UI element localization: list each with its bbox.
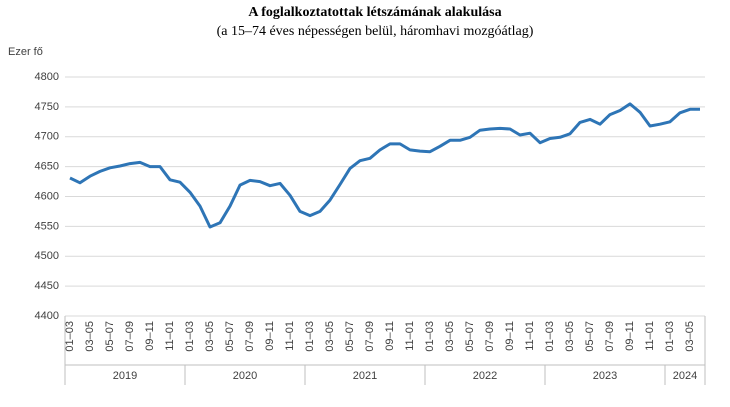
- x-tick-label: 11–01: [164, 321, 176, 351]
- y-tick-label: 4600: [35, 190, 59, 202]
- x-tick-label: 07–09: [364, 321, 376, 352]
- y-tick-label: 4700: [35, 131, 59, 143]
- x-tick-label: 05–07: [584, 321, 596, 352]
- x-tick-label: 09–11: [504, 321, 516, 351]
- x-tick-label: 11–01: [524, 321, 536, 351]
- chart-title: A foglalkoztatottak létszámának alakulás…: [248, 5, 501, 20]
- year-label: 2022: [473, 370, 497, 382]
- year-label: 2020: [233, 370, 257, 382]
- year-label: 2024: [673, 370, 697, 382]
- x-tick-label: 01–03: [664, 321, 676, 352]
- data-line: [69, 102, 700, 229]
- x-tick-label: 01–03: [64, 321, 76, 352]
- x-tick-label: 03–05: [684, 321, 696, 352]
- x-tick-label: 07–09: [124, 321, 136, 352]
- x-tick-label: 05–07: [104, 321, 116, 352]
- x-tick-label: 07–09: [484, 321, 496, 352]
- x-tick-label: 05–07: [344, 321, 356, 352]
- x-tick-label: 09–11: [264, 321, 276, 351]
- x-tick-label: 03–05: [564, 321, 576, 352]
- x-tick-label: 03–05: [84, 321, 96, 352]
- y-tick-label: 4400: [35, 310, 59, 322]
- x-tick-label: 07–09: [244, 321, 256, 352]
- year-label: 2021: [353, 370, 377, 382]
- y-axis-label: Ezer fő: [8, 46, 43, 58]
- y-tick-label: 4500: [35, 250, 59, 262]
- x-tick-label: 01–03: [424, 321, 436, 352]
- x-tick-label: 05–07: [224, 321, 236, 352]
- x-tick-label: 03–05: [204, 321, 216, 352]
- x-tick-label: 11–01: [404, 321, 416, 351]
- x-tick-label: 11–01: [284, 321, 296, 351]
- y-tick-label: 4550: [35, 220, 59, 232]
- x-tick-label: 01–03: [184, 321, 196, 352]
- year-label: 2023: [593, 370, 617, 382]
- x-tick-label: 01–03: [304, 321, 316, 352]
- x-tick-label: 01–03: [544, 321, 556, 352]
- year-label: 2019: [113, 370, 137, 382]
- x-tick-label: 05–07: [464, 321, 476, 352]
- y-tick-label: 4800: [35, 71, 59, 83]
- x-tick-label: 09–11: [624, 321, 636, 351]
- x-tick-label: 03–05: [324, 321, 336, 352]
- y-tick-label: 4450: [35, 280, 59, 292]
- y-tick-label: 4750: [35, 101, 59, 113]
- x-tick-label: 09–11: [384, 321, 396, 351]
- x-tick-label: 11–01: [644, 321, 656, 351]
- chart-subtitle: (a 15–74 éves népességen belül, háromhav…: [217, 24, 534, 39]
- x-tick-label: 07–09: [604, 321, 616, 352]
- x-tick-label: 09–11: [144, 321, 156, 351]
- x-tick-label: 03–05: [444, 321, 456, 352]
- y-tick-label: 4650: [35, 161, 59, 173]
